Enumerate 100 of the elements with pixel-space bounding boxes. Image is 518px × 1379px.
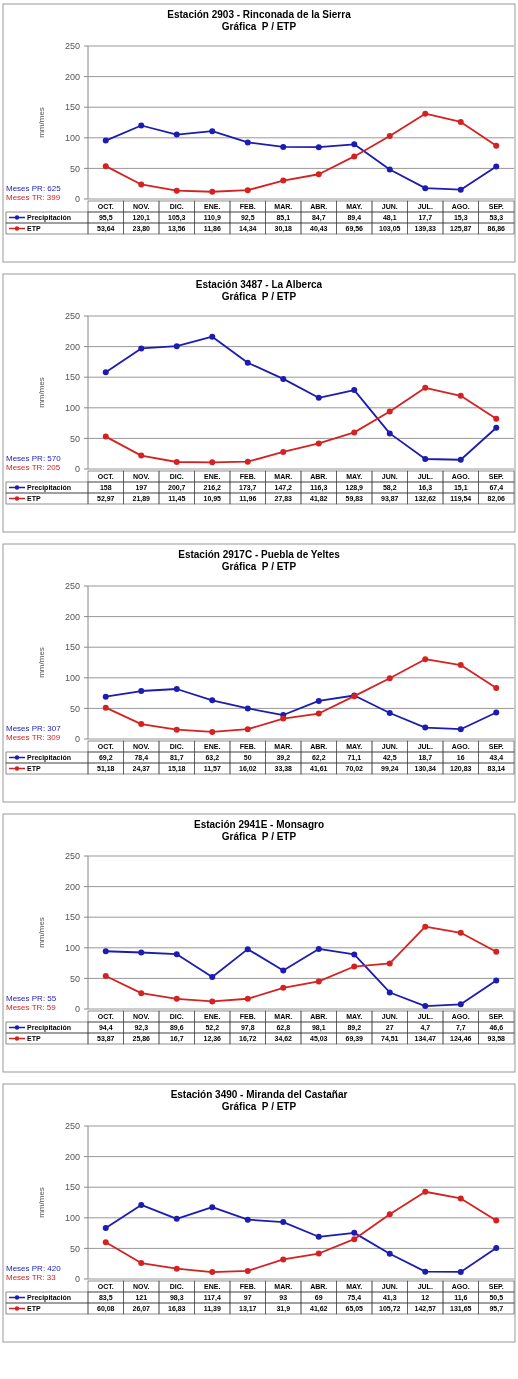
point	[315, 697, 322, 704]
point	[386, 709, 393, 716]
y-axis-title: mm/mes	[37, 647, 46, 678]
point	[315, 144, 322, 151]
point	[173, 726, 180, 733]
chart-subtitle: Gráfica P / ETP	[221, 21, 297, 32]
text: Meses PR: 625	[6, 184, 62, 193]
point	[386, 1250, 393, 1257]
point	[209, 728, 216, 735]
point	[422, 456, 429, 463]
point	[280, 448, 287, 455]
y-tick-label: 100	[64, 402, 80, 413]
point	[386, 989, 393, 996]
point	[209, 697, 216, 704]
y-tick-label: 150	[64, 372, 80, 383]
point	[351, 387, 358, 394]
point	[173, 343, 180, 350]
chart-title: Estación 2903 - Rinconada de la Sierra	[167, 9, 352, 20]
point	[386, 430, 393, 437]
chart-title: Estación 2917C - Puebla de Yeltes	[178, 549, 341, 560]
y-tick-label: 150	[64, 642, 80, 653]
point	[244, 359, 251, 366]
y-tick-label: 250	[64, 41, 80, 52]
point	[315, 1233, 322, 1240]
point	[102, 1239, 109, 1246]
point	[315, 978, 322, 985]
y-axis-title: mm/mes	[37, 917, 46, 948]
point	[315, 945, 322, 952]
point	[173, 187, 180, 194]
chart-subtitle: Gráfica P / ETP	[221, 831, 297, 842]
text: Meses TR: 399	[6, 193, 61, 202]
y-tick-label: 0	[74, 734, 80, 745]
y-axis-title: mm/mes	[37, 377, 46, 408]
point	[209, 459, 216, 466]
point	[138, 721, 145, 728]
point	[422, 1188, 429, 1195]
point	[457, 456, 464, 463]
point	[351, 963, 358, 970]
point	[386, 1211, 393, 1218]
point	[422, 1003, 429, 1010]
text: Meses TR: 33	[6, 1273, 57, 1282]
y-tick-label: 50	[69, 973, 80, 984]
point	[102, 693, 109, 700]
point	[315, 171, 322, 178]
y-tick-label: 150	[64, 912, 80, 923]
point	[280, 984, 287, 991]
point	[493, 415, 500, 422]
point	[457, 1001, 464, 1008]
text: Meses TR: 59	[6, 1003, 57, 1012]
point	[351, 153, 358, 160]
point	[173, 1215, 180, 1222]
point	[173, 995, 180, 1002]
point	[209, 1204, 216, 1211]
point	[138, 1260, 145, 1267]
point	[315, 394, 322, 401]
point	[315, 710, 322, 717]
point	[457, 662, 464, 669]
point	[493, 142, 500, 149]
point	[457, 186, 464, 193]
y-tick-label: 200	[64, 1151, 80, 1162]
point	[138, 452, 145, 459]
y-tick-label: 200	[64, 71, 80, 82]
text: Meses TR: 205	[6, 463, 61, 472]
point	[280, 143, 287, 150]
y-tick-label: 150	[64, 102, 80, 113]
point	[422, 724, 429, 731]
point	[102, 163, 109, 170]
point	[422, 656, 429, 663]
point	[102, 369, 109, 376]
point	[244, 726, 251, 733]
point	[315, 1250, 322, 1257]
point	[493, 424, 500, 431]
point	[102, 433, 109, 440]
point	[138, 688, 145, 695]
point	[173, 686, 180, 692]
chart-subtitle: Gráfica P / ETP	[221, 291, 297, 302]
point	[173, 458, 180, 465]
point	[138, 990, 145, 997]
point	[280, 1256, 287, 1263]
point	[280, 177, 287, 184]
point	[386, 408, 393, 415]
y-tick-label: 250	[64, 311, 80, 322]
point	[173, 131, 180, 138]
chart-subtitle: Gráfica P / ETP	[221, 1101, 297, 1112]
point	[457, 929, 464, 936]
point	[493, 948, 500, 955]
text: Meses PR: 420	[6, 1264, 62, 1273]
point	[138, 345, 145, 352]
point	[386, 166, 393, 173]
point	[209, 998, 216, 1005]
point	[422, 923, 429, 930]
chart-title: Estación 3487 - La Alberca	[195, 279, 323, 290]
point	[457, 726, 464, 733]
y-tick-label: 50	[69, 433, 80, 444]
point	[280, 715, 287, 722]
point	[351, 1236, 358, 1243]
point	[280, 375, 287, 382]
y-tick-label: 0	[74, 194, 80, 205]
y-tick-label: 200	[64, 341, 80, 352]
point	[493, 163, 500, 170]
